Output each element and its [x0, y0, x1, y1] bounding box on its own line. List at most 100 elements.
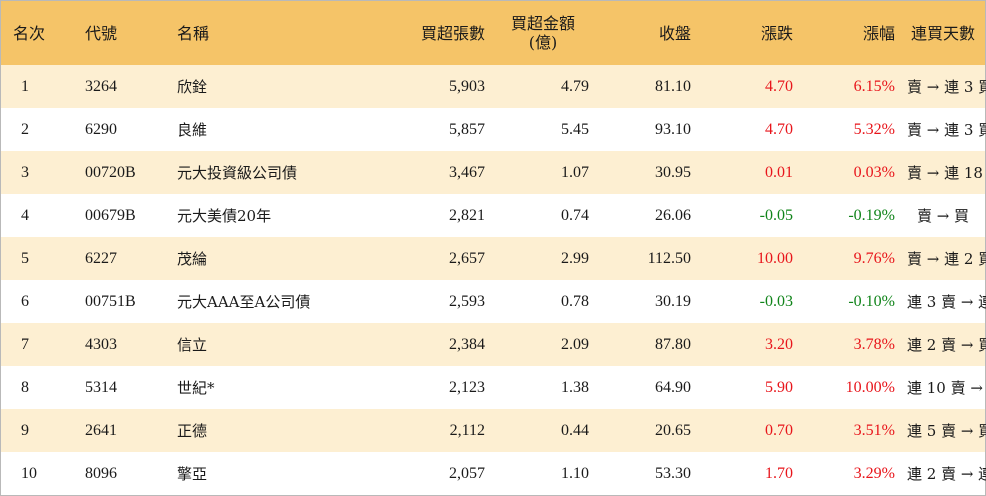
- cell-rank: 3: [21, 163, 29, 181]
- cell-buy-volume: 3,467: [449, 163, 485, 181]
- cell-code[interactable]: 8096: [85, 464, 117, 482]
- header-change[interactable]: 漲跌: [760, 23, 793, 43]
- cell-code[interactable]: 00751B: [85, 292, 136, 310]
- header-close[interactable]: 收盤: [658, 23, 691, 43]
- cell-consecutive-days: 賣 → 連 18 買: [907, 164, 986, 182]
- cell-buy-volume: 2,384: [449, 335, 485, 353]
- cell-change: 0.70: [765, 421, 793, 439]
- cell-name[interactable]: 信立: [177, 336, 208, 354]
- cell-name[interactable]: 欣銓: [177, 78, 208, 96]
- table-row[interactable]: 3 00720B 元大投資級公司債 3,467 1.07 30.95 0.01 0.03% 賣 …: [1, 151, 986, 194]
- cell-buy-volume: 2,657: [449, 249, 485, 267]
- cell-consecutive-days: 賣 → 連 2 買: [907, 250, 986, 268]
- cell-change: 0.01: [765, 163, 793, 181]
- cell-close: 64.90: [655, 378, 691, 396]
- cell-change: -0.05: [759, 206, 793, 224]
- cell-buy-amount: 4.79: [561, 77, 589, 95]
- cell-code[interactable]: 3264: [85, 77, 117, 95]
- cell-code[interactable]: 00720B: [85, 163, 136, 181]
- cell-consecutive-days: 連 2 賣 → 連 3 買: [907, 465, 986, 483]
- cell-change-pct: 6.15%: [853, 77, 895, 95]
- header-code[interactable]: 代號: [85, 23, 118, 43]
- cell-change: 4.70: [765, 77, 793, 95]
- cell-buy-amount: 2.09: [561, 335, 589, 353]
- cell-consecutive-days: 連 5 賣 → 買: [907, 422, 986, 440]
- cell-rank: 2: [21, 120, 29, 138]
- cell-consecutive-days: 連 2 賣 → 買: [907, 336, 986, 354]
- cell-name[interactable]: 世紀*: [177, 379, 215, 397]
- cell-code[interactable]: 5314: [85, 378, 117, 396]
- cell-name[interactable]: 良維: [177, 121, 208, 139]
- cell-code[interactable]: 2641: [85, 421, 117, 439]
- table-row[interactable]: 7 4303 信立 2,384 2.09 87.80 3.20 3.78% 連 2 賣 → 買: [1, 323, 986, 366]
- header-buy-amount-line2: (億): [528, 33, 558, 52]
- cell-name[interactable]: 茂綸: [177, 250, 208, 268]
- table-header: 名次 代號 名稱 買超張數 買超金額 (億) 收盤 漲跌 漲幅 連買天數: [1, 1, 985, 65]
- cell-buy-amount: 1.07: [561, 163, 589, 181]
- header-rank[interactable]: 名次: [13, 23, 46, 43]
- table-row[interactable]: 5 6227 茂綸 2,657 2.99 112.50 10.00 9.76% 賣 → 連 2 …: [1, 237, 986, 280]
- header-buy-amount-line1: 買超金額: [510, 14, 575, 33]
- header-buy-amount[interactable]: 買超金額 (億): [491, 1, 595, 65]
- cell-buy-amount: 2.99: [561, 249, 589, 267]
- header-change-pct[interactable]: 漲幅: [862, 23, 895, 43]
- cell-rank: 7: [21, 335, 29, 353]
- cell-buy-volume: 2,112: [449, 421, 485, 439]
- cell-name[interactable]: 擎亞: [177, 465, 208, 483]
- cell-change-pct: 0.03%: [853, 163, 895, 181]
- table-row[interactable]: 2 6290 良維 5,857 5.45 93.10 4.70 5.32% 賣 → 連 3 買: [1, 108, 986, 151]
- cell-change-pct: 9.76%: [853, 249, 895, 267]
- cell-change-pct: 10.00%: [845, 378, 895, 396]
- cell-rank: 8: [21, 378, 29, 396]
- cell-rank: 1: [21, 77, 29, 95]
- cell-change: 1.70: [765, 464, 793, 482]
- cell-consecutive-days: 賣 → 買: [916, 207, 970, 225]
- cell-change: 4.70: [765, 120, 793, 138]
- cell-buy-volume: 2,057: [449, 464, 485, 482]
- cell-code[interactable]: 6227: [85, 249, 117, 267]
- cell-rank: 6: [21, 292, 29, 310]
- cell-close: 81.10: [655, 77, 691, 95]
- header-consecutive-days[interactable]: 連買天數: [910, 23, 975, 43]
- cell-change-pct: -0.19%: [848, 206, 895, 224]
- cell-close: 93.10: [655, 120, 691, 138]
- cell-code[interactable]: 00679B: [85, 206, 136, 224]
- cell-close: 20.65: [655, 421, 691, 439]
- cell-close: 30.95: [655, 163, 691, 181]
- cell-buy-volume: 5,857: [449, 120, 485, 138]
- header-row: 名次 代號 名稱 買超張數 買超金額 (億) 收盤 漲跌 漲幅 連買天數: [1, 1, 985, 65]
- header-buy-volume[interactable]: 買超張數: [420, 23, 485, 43]
- header-name[interactable]: 名稱: [177, 23, 210, 43]
- cell-buy-amount: 0.74: [561, 206, 589, 224]
- table-row[interactable]: 6 00751B 元大AAA至A公司債 2,593 0.78 30.19 -0.03 -0.1…: [1, 280, 986, 323]
- cell-buy-volume: 2,593: [449, 292, 485, 310]
- cell-change-pct: 3.78%: [853, 335, 895, 353]
- table-row[interactable]: 1 3264 欣銓 5,903 4.79 81.10 4.70 6.15% 賣 → 連 3 買: [1, 65, 986, 108]
- cell-name[interactable]: 正德: [177, 422, 208, 440]
- cell-rank: 9: [21, 421, 29, 439]
- cell-name[interactable]: 元大美債20年: [177, 207, 272, 225]
- cell-consecutive-days: 賣 → 連 3 買: [907, 121, 986, 139]
- cell-code[interactable]: 4303: [85, 335, 117, 353]
- cell-close: 53.30: [655, 464, 691, 482]
- table-row[interactable]: 4 00679B 元大美債20年 2,821 0.74 26.06 -0.05 -0.19% 賣…: [1, 194, 985, 237]
- table-row[interactable]: 8 5314 世紀* 2,123 1.38 64.90 5.90 10.00% 連 10 賣 →…: [1, 366, 986, 409]
- cell-name[interactable]: 元大投資級公司債: [177, 164, 298, 182]
- cell-change: -0.03: [759, 292, 793, 310]
- cell-name[interactable]: 元大AAA至A公司債: [177, 293, 311, 311]
- cell-close: 112.50: [647, 249, 691, 267]
- cell-change: 3.20: [765, 335, 793, 353]
- cell-close: 87.80: [655, 335, 691, 353]
- table-row[interactable]: 10 8096 擎亞 2,057 1.10 53.30 1.70 3.29% 連 2 賣 → 連…: [1, 452, 986, 495]
- cell-consecutive-days: 連 10 賣 → 買: [907, 379, 986, 397]
- cell-code[interactable]: 6290: [85, 120, 117, 138]
- cell-change: 10.00: [757, 249, 793, 267]
- cell-change-pct: 5.32%: [853, 120, 895, 138]
- cell-consecutive-days: 賣 → 連 3 買: [907, 78, 986, 96]
- table-row[interactable]: 9 2641 正德 2,112 0.44 20.65 0.70 3.51% 連 5 賣 → 買: [1, 409, 986, 452]
- cell-rank: 5: [21, 249, 29, 267]
- cell-consecutive-days: 連 3 賣 → 連 4 買: [907, 293, 986, 311]
- cell-close: 26.06: [655, 206, 691, 224]
